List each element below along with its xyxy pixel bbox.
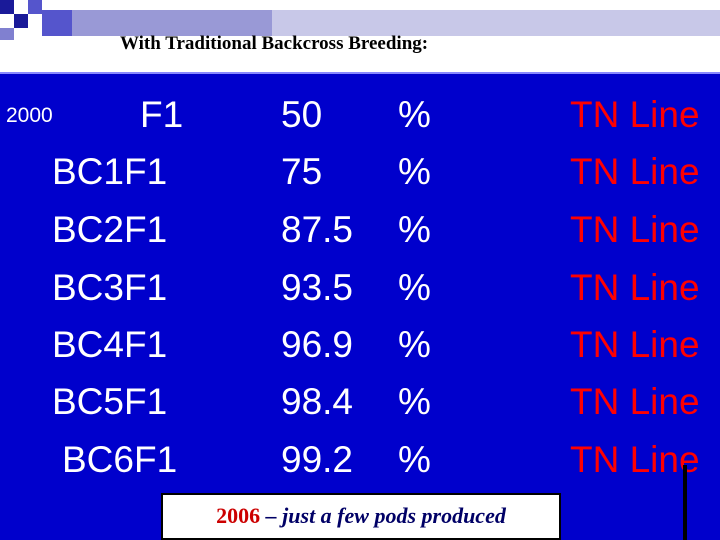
start-year-label: 2000	[6, 104, 53, 127]
percent-sign: %	[398, 381, 431, 422]
note-text: – just a few pods produced	[260, 503, 506, 528]
generation-cell: BC5F1	[52, 381, 168, 422]
tn-line-label: TN Line	[570, 324, 700, 365]
generation-cell: BC6F1	[62, 439, 178, 480]
generation-cell: BC1F1	[52, 151, 168, 192]
content-panel	[0, 72, 720, 540]
percent-value: 99.2	[281, 439, 354, 480]
percent-value: 75	[281, 151, 323, 192]
slide-title: With Traditional Backcross Breeding:	[120, 33, 429, 54]
note-year: 2006	[216, 503, 261, 528]
tn-line-label: TN Line	[570, 209, 700, 250]
generation-cell: F1	[140, 94, 184, 135]
percent-value: 87.5	[281, 209, 354, 250]
generation-cell: BC3F1	[52, 267, 168, 308]
tn-line-label: TN Line	[570, 94, 700, 135]
percent-value: 98.4	[281, 381, 354, 422]
percent-value: 96.9	[281, 324, 354, 365]
percent-sign: %	[398, 267, 431, 308]
percent-value: 93.5	[281, 267, 354, 308]
vertical-divider	[683, 465, 687, 540]
generation-cell: BC2F1	[52, 209, 168, 250]
percent-value: 50	[281, 94, 323, 135]
decorative-header-band	[0, 0, 720, 40]
tn-line-label: TN Line	[570, 439, 700, 480]
tn-line-label: TN Line	[570, 151, 700, 192]
note-box: 2006 – just a few pods produced	[161, 493, 561, 540]
checker-pattern	[0, 0, 720, 40]
percent-sign: %	[398, 94, 431, 135]
panel-top-edge	[0, 72, 720, 74]
percent-sign: %	[398, 209, 431, 250]
percent-sign: %	[398, 324, 431, 365]
tn-line-label: TN Line	[570, 381, 700, 422]
generation-cell: BC4F1	[52, 324, 168, 365]
tn-line-label: TN Line	[570, 267, 700, 308]
percent-sign: %	[398, 151, 431, 192]
percent-sign: %	[398, 439, 431, 480]
